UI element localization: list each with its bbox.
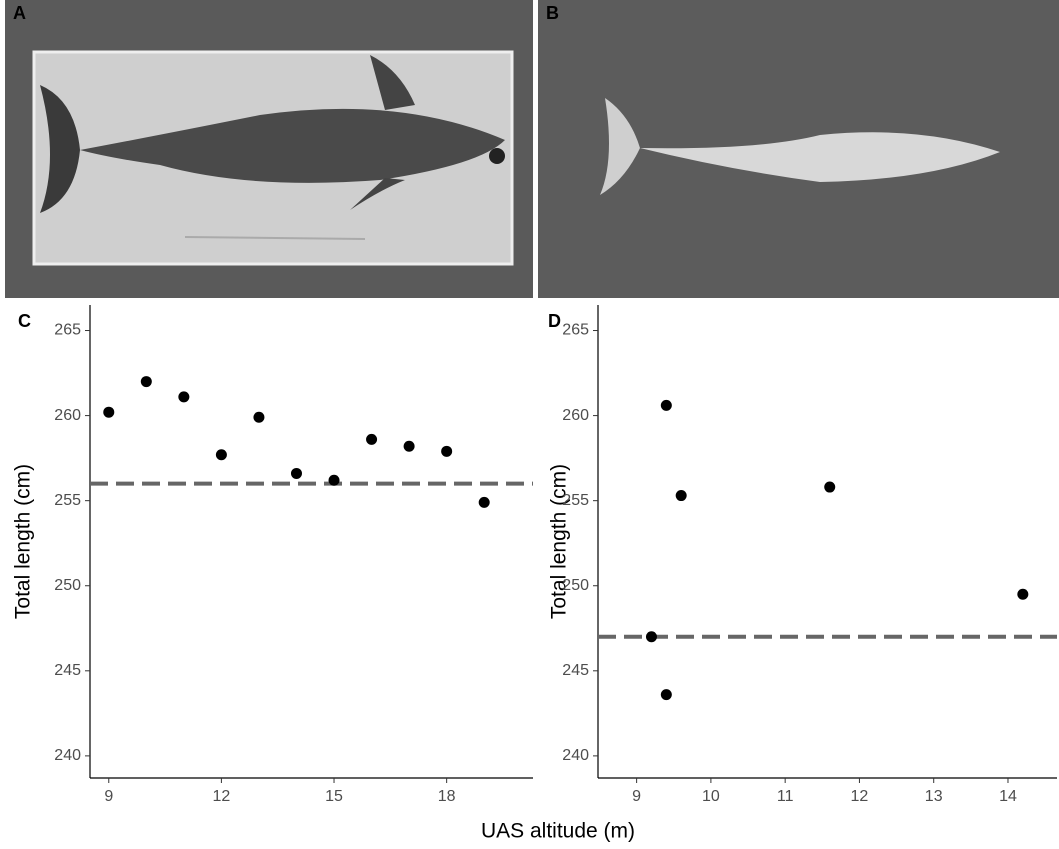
panel-label: C — [18, 311, 31, 331]
point — [1017, 588, 1029, 600]
x-tick-label: 15 — [325, 788, 343, 805]
point — [478, 496, 490, 508]
x-axis-label: UAS altitude (m) — [481, 820, 635, 843]
point — [441, 445, 453, 457]
x-tick-label: 9 — [632, 788, 641, 805]
y-axis-label: Total length (cm) — [548, 464, 571, 619]
y-tick-label: 245 — [54, 662, 81, 679]
panel-label: D — [548, 311, 561, 331]
point — [660, 689, 672, 701]
x-tick-label: 11 — [777, 788, 794, 805]
y-tick-label: 260 — [54, 407, 81, 424]
y-tick-label: 255 — [562, 492, 589, 509]
x-tick-label: 12 — [212, 788, 230, 805]
point — [660, 399, 672, 411]
y-tick-label: 250 — [54, 577, 81, 594]
y-tick-label: 245 — [562, 662, 589, 679]
y-axis-label: Total length (cm) — [12, 464, 35, 619]
y-tick-label: 240 — [562, 747, 589, 764]
point — [403, 440, 415, 452]
y-tick-label: 260 — [562, 407, 589, 424]
point — [215, 449, 227, 461]
point — [290, 467, 302, 479]
photo-a: A — [5, 0, 533, 298]
point — [645, 631, 657, 643]
panel-label: A — [13, 3, 26, 23]
x-tick-label: 12 — [851, 788, 869, 805]
y-tick-label: 265 — [562, 322, 589, 339]
point — [253, 411, 265, 423]
panel-label: B — [546, 3, 559, 23]
point — [675, 490, 687, 502]
point — [178, 391, 190, 403]
photo-b: B — [538, 0, 1059, 298]
point — [140, 376, 152, 388]
point — [328, 474, 340, 486]
x-tick-label: 10 — [702, 788, 720, 805]
x-tick-label: 14 — [999, 788, 1017, 805]
x-tick-label: 9 — [104, 788, 113, 805]
x-tick-label: 18 — [438, 788, 456, 805]
y-tick-label: 265 — [54, 322, 81, 339]
y-tick-label: 250 — [562, 577, 589, 594]
x-tick-label: 13 — [925, 788, 943, 805]
point — [824, 481, 836, 493]
point — [103, 406, 115, 418]
y-tick-label: 255 — [54, 492, 81, 509]
y-tick-label: 240 — [54, 747, 81, 764]
point — [366, 433, 378, 445]
